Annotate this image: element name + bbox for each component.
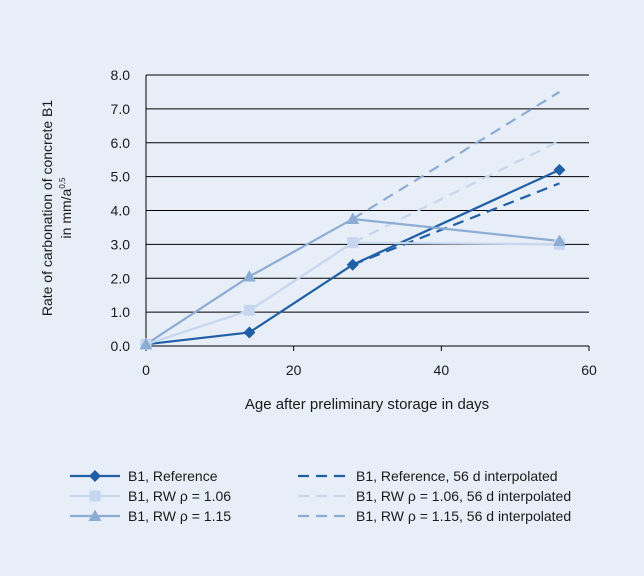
- y-axis-label-unit: in mm/a: [58, 188, 74, 238]
- data-point-series-1: [346, 258, 359, 271]
- legend-label: B1, RW ρ = 1.15: [128, 508, 231, 524]
- legend-label: B1, RW ρ = 1.06: [128, 488, 231, 504]
- legend-item-4: B1, Reference, 56 d interpolated: [298, 468, 558, 484]
- data-point-series-3: [552, 234, 566, 246]
- series-line-2: [145, 241, 560, 346]
- grid-lines: [146, 74, 589, 347]
- legend-marker-swatch: [88, 509, 102, 521]
- y-tick-label: 6.0: [111, 135, 131, 151]
- legend-marker-swatch: [89, 470, 101, 482]
- y-axis-label-line2: in mm/a0,5: [58, 177, 74, 238]
- data-point-series-3: [242, 270, 256, 282]
- x-axis-label: Age after preliminary storage in days: [245, 396, 489, 413]
- y-tick-label: 0.0: [111, 338, 131, 354]
- x-tick-label: 40: [434, 362, 450, 378]
- series-line-1: [145, 168, 560, 346]
- y-tick-label: 7.0: [111, 101, 131, 117]
- series-markers: [139, 163, 566, 351]
- legend-label: B1, Reference, 56 d interpolated: [356, 468, 558, 484]
- legend: B1, Reference B1, RW ρ = 1.06 B1, RW ρ = 1…: [70, 468, 571, 524]
- axes: [145, 75, 590, 351]
- data-point-series-2: [243, 304, 255, 316]
- legend-item-2: B1, RW ρ = 1.06: [70, 488, 231, 504]
- y-tick-label: 5.0: [111, 169, 131, 185]
- legend-item-3: B1, RW ρ = 1.15: [70, 508, 231, 524]
- x-tick-label: 20: [286, 362, 302, 378]
- y-tick-label: 3.0: [111, 236, 131, 252]
- series-line-5: [352, 140, 560, 244]
- y-axis-label-line1: Rate of carbonation of concrete B1: [39, 100, 55, 317]
- legend-label: B1, RW ρ = 1.06, 56 d interpolated: [356, 488, 571, 504]
- y-tick-label: 4.0: [111, 203, 131, 219]
- series-lines: [145, 91, 561, 346]
- legend-marker-swatch: [89, 490, 101, 502]
- data-point-series-2: [347, 237, 359, 249]
- x-tick-labels: 0 20 40 60: [142, 362, 597, 378]
- data-point-series-1: [553, 163, 566, 176]
- data-point-series-3: [139, 337, 153, 350]
- y-tick-label: 8.0: [111, 67, 131, 83]
- y-tick-label: 1.0: [111, 304, 131, 320]
- series-line-6: [352, 91, 561, 220]
- x-tick-label: 60: [581, 362, 597, 378]
- data-point-series-1: [243, 326, 256, 339]
- legend-item-6: B1, RW ρ = 1.15, 56 d interpolated: [298, 508, 571, 524]
- data-point-series-3: [346, 212, 360, 224]
- y-tick-label: 2.0: [111, 270, 131, 286]
- legend-item-1: B1, Reference: [70, 468, 218, 484]
- x-tick-label: 0: [142, 362, 150, 378]
- series-line-4: [352, 182, 560, 266]
- legend-label: B1, RW ρ = 1.15, 56 d interpolated: [356, 508, 571, 524]
- legend-label: B1, Reference: [128, 468, 218, 484]
- y-tick-labels: 0.0 1.0 2.0 3.0 4.0 5.0 6.0 7.0 8.0: [111, 67, 131, 354]
- y-axis-label-exponent: 0,5: [58, 177, 67, 189]
- series-line-3: [145, 217, 560, 346]
- legend-item-5: B1, RW ρ = 1.06, 56 d interpolated: [298, 488, 571, 504]
